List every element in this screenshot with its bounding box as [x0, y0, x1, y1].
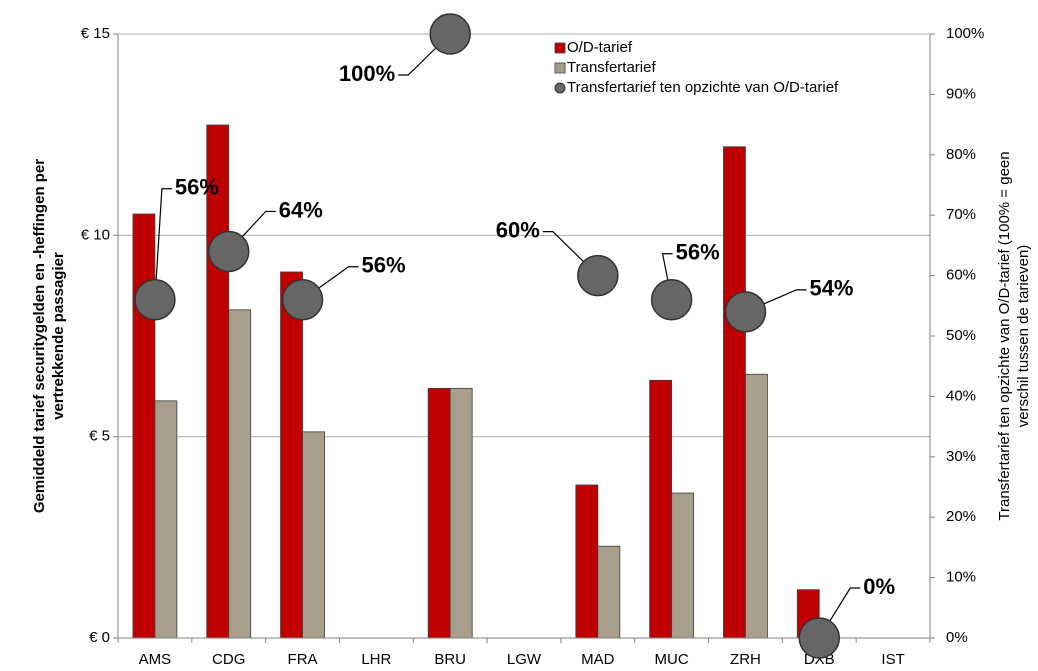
marker — [429, 13, 471, 55]
y2-tick-label: 0% — [946, 629, 968, 646]
x-tick-label: FRA — [288, 651, 318, 668]
y-tick-label: € 15 — [81, 25, 110, 42]
y2-tick-label: 50% — [946, 327, 976, 344]
bar — [671, 492, 695, 639]
y-tick-label: € 5 — [89, 428, 110, 445]
bar — [132, 213, 156, 639]
marker — [577, 254, 619, 297]
x-tick-label: ZRH — [730, 651, 761, 668]
y2-tick-label: 20% — [946, 508, 976, 525]
marker — [724, 291, 767, 333]
bar — [154, 400, 178, 639]
y2-tick-label: 40% — [946, 387, 976, 404]
legend-marker — [554, 82, 566, 94]
bar — [723, 146, 746, 639]
bar — [228, 309, 252, 639]
data-label: 56% — [362, 253, 406, 278]
bar — [745, 373, 768, 639]
data-label: 56% — [676, 240, 720, 265]
bar — [206, 124, 230, 639]
legend-label: O/D-tarief — [567, 39, 633, 56]
y2-axis-title-line: verschil tussen de tarieven) — [1015, 245, 1032, 428]
y2-axis-title: Transfertarief ten opzichte van O/D-tari… — [996, 151, 1032, 520]
bar — [280, 271, 303, 639]
y2-axis-title-line: Transfertarief ten opzichte van O/D-tari… — [996, 151, 1013, 520]
marker — [134, 279, 176, 321]
y-tick-label: € 0 — [89, 629, 110, 646]
y2-tick-label: 90% — [946, 85, 976, 102]
y2-tick-label: 80% — [946, 146, 976, 163]
bar — [302, 431, 325, 639]
legend-swatch — [554, 42, 566, 54]
x-tick-label: LHR — [361, 651, 391, 668]
marker — [798, 617, 841, 659]
marker — [281, 279, 324, 321]
y-axis-title-line: vertrekkende passagier — [50, 252, 67, 420]
data-label: 54% — [809, 276, 853, 301]
leader-line — [542, 231, 599, 277]
y2-tick-label: 30% — [946, 448, 976, 465]
y2-tick-label: 10% — [946, 569, 976, 586]
bar — [597, 545, 621, 639]
bar — [575, 484, 599, 639]
bar — [427, 387, 451, 639]
bar — [649, 379, 673, 639]
y-tick-label: € 10 — [81, 226, 110, 243]
x-tick-label: AMS — [139, 651, 172, 668]
x-tick-label: CDG — [212, 651, 245, 668]
leader-line — [154, 188, 172, 300]
legend-label: Transfertarief ten opzichte van O/D-tari… — [567, 79, 839, 96]
x-tick-label: MUC — [655, 651, 689, 668]
marker — [207, 230, 250, 273]
marker — [650, 279, 693, 321]
data-label: 64% — [279, 197, 323, 222]
legend-swatch — [554, 62, 566, 74]
data-label: 56% — [175, 175, 219, 200]
y2-tick-label: 100% — [946, 25, 984, 42]
x-tick-label: BRU — [434, 651, 466, 668]
y2-tick-label: 60% — [946, 267, 976, 284]
y2-tick-label: 70% — [946, 206, 976, 223]
data-label: 60% — [496, 217, 540, 242]
data-label: 0% — [863, 574, 895, 599]
y-axis-title: Gemiddeld tarief securitygelden en -heff… — [31, 159, 67, 513]
legend-label: Transfertarief — [567, 59, 656, 76]
bar — [449, 387, 473, 639]
x-tick-label: MAD — [581, 651, 615, 668]
y-axis-title-line: Gemiddeld tarief securitygelden en -heff… — [31, 159, 48, 513]
x-tick-label: LGW — [507, 651, 542, 668]
x-tick-label: IST — [881, 651, 904, 668]
data-label: 100% — [339, 61, 395, 86]
